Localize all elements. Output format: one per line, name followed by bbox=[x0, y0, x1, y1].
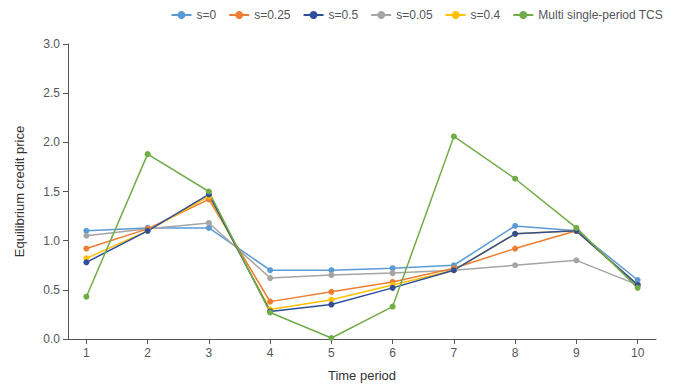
svg-text:3.0: 3.0 bbox=[43, 37, 60, 51]
svg-text:7: 7 bbox=[451, 346, 458, 360]
svg-text:3: 3 bbox=[206, 346, 213, 360]
svg-text:0.5: 0.5 bbox=[43, 283, 60, 297]
svg-text:5: 5 bbox=[328, 346, 335, 360]
svg-text:s=0.4: s=0.4 bbox=[471, 8, 501, 22]
svg-text:2.5: 2.5 bbox=[43, 86, 60, 100]
svg-text:Multi single-period TCS: Multi single-period TCS bbox=[538, 8, 663, 22]
svg-text:s=0.05: s=0.05 bbox=[396, 8, 433, 22]
svg-text:s=0.5: s=0.5 bbox=[329, 8, 359, 22]
svg-text:s=0: s=0 bbox=[197, 8, 217, 22]
svg-text:s=0.25: s=0.25 bbox=[254, 8, 291, 22]
svg-text:2: 2 bbox=[144, 346, 151, 360]
svg-text:4: 4 bbox=[267, 346, 274, 360]
svg-text:6: 6 bbox=[389, 346, 396, 360]
svg-text:1.5: 1.5 bbox=[43, 185, 60, 199]
svg-text:8: 8 bbox=[512, 346, 519, 360]
svg-text:Time period: Time period bbox=[328, 368, 396, 383]
svg-text:9: 9 bbox=[573, 346, 580, 360]
svg-text:2.0: 2.0 bbox=[43, 135, 60, 149]
svg-text:0.0: 0.0 bbox=[43, 332, 60, 346]
svg-text:Equilibrium credit price: Equilibrium credit price bbox=[12, 126, 27, 258]
svg-text:1: 1 bbox=[83, 346, 90, 360]
svg-text:1.0: 1.0 bbox=[43, 234, 60, 248]
svg-text:10: 10 bbox=[631, 346, 645, 360]
